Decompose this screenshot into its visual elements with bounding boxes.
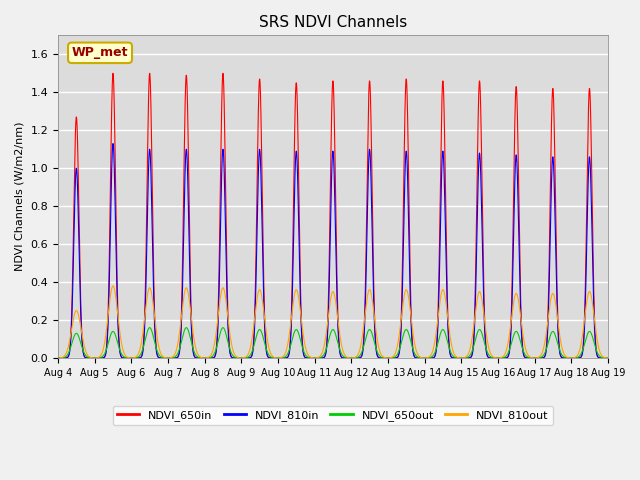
Line: NDVI_810out: NDVI_810out (58, 286, 608, 358)
NDVI_810in (575, 355, 582, 361)
NDVI_810out (265, 344, 273, 350)
NDVI_810in (604, 355, 612, 361)
Text: WP_met: WP_met (72, 46, 128, 60)
NDVI_810out (120, 350, 128, 356)
NDVI_810in (553, 305, 561, 311)
NDVI_650out (265, 352, 273, 358)
NDVI_650out (398, 336, 406, 342)
NDVI_650out (120, 354, 127, 360)
NDVI_650out (54, 355, 62, 361)
NDVI_650out (575, 354, 582, 360)
NDVI_810out (109, 283, 117, 289)
NDVI_650in (604, 355, 612, 361)
Line: NDVI_810in: NDVI_810in (58, 144, 608, 358)
NDVI_650in (265, 355, 273, 360)
NDVI_810out (54, 355, 62, 361)
NDVI_650in (120, 355, 128, 361)
Y-axis label: NDVI Channels (W/m2/nm): NDVI Channels (W/m2/nm) (15, 122, 25, 271)
Line: NDVI_650out: NDVI_650out (58, 328, 608, 358)
NDVI_810in (398, 297, 406, 302)
Line: NDVI_650in: NDVI_650in (58, 73, 608, 358)
NDVI_810out (553, 312, 561, 318)
NDVI_650in (575, 355, 582, 361)
NDVI_810out (550, 295, 558, 300)
NDVI_650in (109, 71, 117, 76)
NDVI_810in (265, 355, 273, 360)
NDVI_810in (120, 355, 128, 361)
NDVI_650in (550, 139, 558, 144)
Title: SRS NDVI Channels: SRS NDVI Channels (259, 15, 407, 30)
NDVI_650out (550, 330, 558, 336)
NDVI_650in (553, 288, 561, 293)
NDVI_810out (604, 355, 612, 361)
NDVI_650in (398, 276, 406, 282)
NDVI_810out (575, 350, 582, 356)
NDVI_810in (550, 193, 558, 199)
NDVI_810in (109, 141, 117, 146)
NDVI_650out (604, 355, 612, 361)
NDVI_650in (54, 355, 62, 361)
NDVI_810out (398, 308, 406, 313)
NDVI_650out (553, 338, 561, 344)
NDVI_810in (54, 355, 62, 361)
Legend: NDVI_650in, NDVI_810in, NDVI_650out, NDVI_810out: NDVI_650in, NDVI_810in, NDVI_650out, NDV… (113, 406, 553, 425)
NDVI_650out (146, 325, 154, 331)
